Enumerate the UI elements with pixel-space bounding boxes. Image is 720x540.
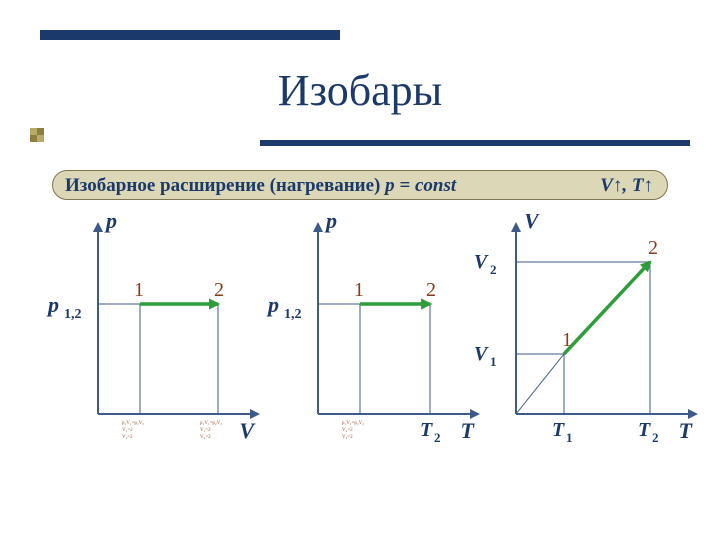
- mid-rule: [260, 140, 690, 146]
- svg-text:p: p: [46, 292, 59, 317]
- svg-text:p₁V₁=p₂V₂: p₁V₁=p₂V₂: [200, 421, 222, 426]
- svg-text:1: 1: [354, 279, 364, 301]
- svg-text:2: 2: [426, 279, 436, 301]
- svg-text:p: p: [104, 214, 117, 233]
- process-banner: Изобарное расширение (нагревание) p = co…: [52, 170, 668, 200]
- graph-pV: p Vp 1,2 1 2 p₁V₁=p₂V₂ V₁=2 V₂=2 p₁V₁=p₂V₂ V₁=2 V₂…: [40, 214, 270, 464]
- svg-text:1: 1: [562, 329, 572, 351]
- svg-text:V: V: [474, 251, 489, 273]
- decorative-bullet: [30, 128, 44, 142]
- svg-text:V₂=2: V₂=2: [122, 435, 133, 440]
- svg-text:1: 1: [134, 279, 144, 301]
- svg-text:p: p: [266, 292, 279, 317]
- graph-VT: VT12V2V1T1T2: [470, 214, 710, 464]
- page-title: Изобары: [0, 65, 720, 116]
- svg-text:V₁=2: V₁=2: [122, 428, 133, 433]
- top-rule: [40, 30, 340, 40]
- banner-formula: p = const: [385, 175, 456, 196]
- svg-text:T: T: [638, 419, 651, 441]
- svg-text:p₁V₁=p₂V₂: p₁V₁=p₂V₂: [122, 421, 144, 426]
- svg-text:T: T: [679, 418, 694, 443]
- svg-text:1,2: 1,2: [284, 307, 302, 322]
- svg-text:V₂=2: V₂=2: [342, 435, 353, 440]
- svg-text:2: 2: [434, 430, 441, 445]
- svg-text:p: p: [324, 214, 337, 233]
- svg-text:T: T: [420, 419, 433, 441]
- svg-text:p₁V₁=p₂V₂: p₁V₁=p₂V₂: [342, 421, 364, 426]
- svg-text:V₁=2: V₁=2: [342, 428, 353, 433]
- svg-text:V: V: [474, 343, 489, 365]
- svg-text:V₁=2: V₁=2: [200, 428, 211, 433]
- svg-text:2: 2: [214, 279, 224, 301]
- svg-text:1,2: 1,2: [64, 307, 82, 322]
- svg-text:2: 2: [648, 237, 658, 259]
- svg-text:2: 2: [652, 430, 659, 445]
- svg-text:V: V: [524, 214, 541, 233]
- graphs-row: p Vp 1,2 1 2 p₁V₁=p₂V₂ V₁=2 V₂=2 p₁V₁=p₂V₂ V₁=2 V₂…: [0, 214, 720, 474]
- svg-text:V₂=2: V₂=2: [200, 435, 211, 440]
- svg-text:T: T: [552, 419, 565, 441]
- svg-text:2: 2: [490, 262, 497, 277]
- graph-pT: pTp1,212T2p₁V₁=p₂V₂V₁=2V₂=2: [260, 214, 490, 464]
- svg-text:1: 1: [490, 354, 497, 369]
- banner-text: Изобарное расширение (нагревание): [65, 175, 385, 196]
- svg-text:1: 1: [566, 430, 573, 445]
- svg-text:V: V: [239, 418, 256, 443]
- banner-right: V↑, T↑: [600, 171, 653, 201]
